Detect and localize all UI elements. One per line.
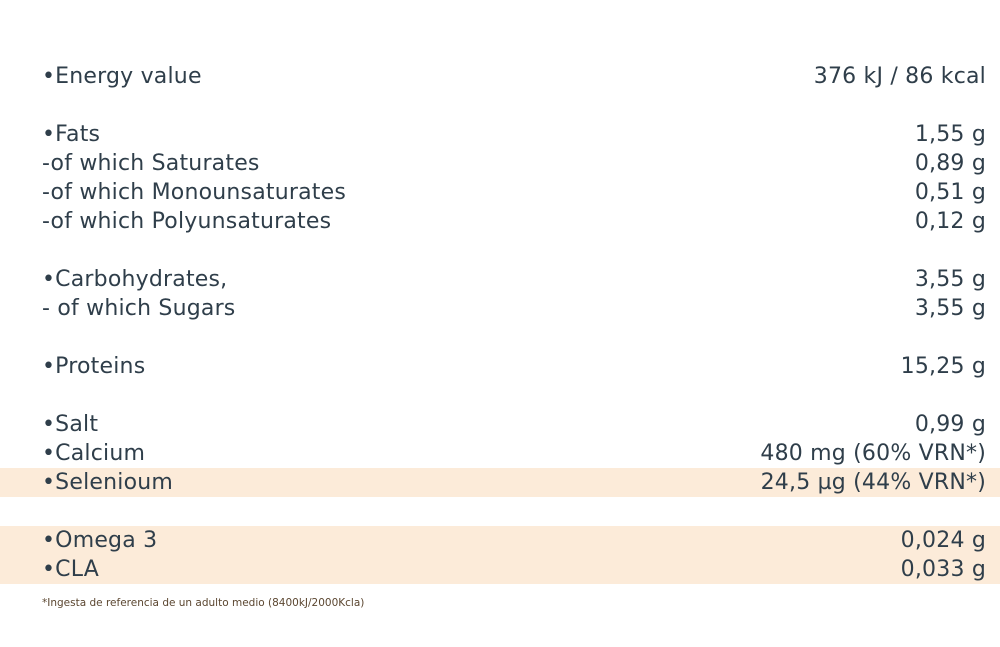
nutrient-label: -of which Saturates [42,151,260,176]
nutrient-label: •Proteins [42,354,146,379]
nutrient-label: •Salt [42,412,99,437]
nutrient-row: •Selenioum 24,5 µg (44% VRN*) [0,468,1000,497]
nutrient-row: •Fats 1,55 g [0,120,1000,149]
nutrient-value: 0,12 g [914,209,986,234]
nutrient-label: -of which Monounsaturates [42,180,347,205]
nutrient-value: 480 mg (60% VRN*) [760,441,986,466]
nutrient-value: 3,55 g [914,267,986,292]
nutrient-value: 15,25 g [900,354,986,379]
nutrient-row: -of which Saturates 0,89 g [0,149,1000,178]
nutrient-row: •Calcium 480 mg (60% VRN*) [0,439,1000,468]
nutrient-value: 0,033 g [900,557,986,582]
nutrient-row: •Carbohydrates, 3,55 g [0,265,1000,294]
footnote: *Ingesta de referencia de un adulto medi… [42,597,365,609]
nutrient-label: •Calcium [42,441,146,466]
nutrient-label: -of which Polyunsaturates [42,209,332,234]
nutrient-value: 3,55 g [914,296,986,321]
nutrient-label: •Energy value [42,64,202,89]
nutrient-value: 0,99 g [914,412,986,437]
nutrient-label: •Carbohydrates, [42,267,228,292]
nutrient-value: 0,89 g [914,151,986,176]
nutrient-label: •Omega 3 [42,528,158,553]
nutrient-row: -of which Monounsaturates 0,51 g [0,178,1000,207]
nutrient-label: •CLA [42,557,99,582]
nutrient-value: 0,024 g [900,528,986,553]
nutrient-value: 0,51 g [914,180,986,205]
nutrient-label: - of which Sugars [42,296,236,321]
nutrient-label: •Fats [42,122,101,147]
nutrient-row: •Salt 0,99 g [0,410,1000,439]
nutrient-label: •Selenioum [42,470,174,495]
nutrient-row: •Omega 3 0,024 g [0,526,1000,555]
nutrient-row: •CLA 0,033 g [0,555,1000,584]
nutrient-value: 376 kJ / 86 kcal [813,64,986,89]
nutrient-value: 24,5 µg (44% VRN*) [760,470,986,495]
nutrient-row: •Proteins 15,25 g [0,352,1000,381]
nutrient-value: 1,55 g [914,122,986,147]
nutrient-row: -of which Polyunsaturates 0,12 g [0,207,1000,236]
nutrient-row: - of which Sugars 3,55 g [0,294,1000,323]
nutrient-row: •Energy value 376 kJ / 86 kcal [0,62,1000,91]
